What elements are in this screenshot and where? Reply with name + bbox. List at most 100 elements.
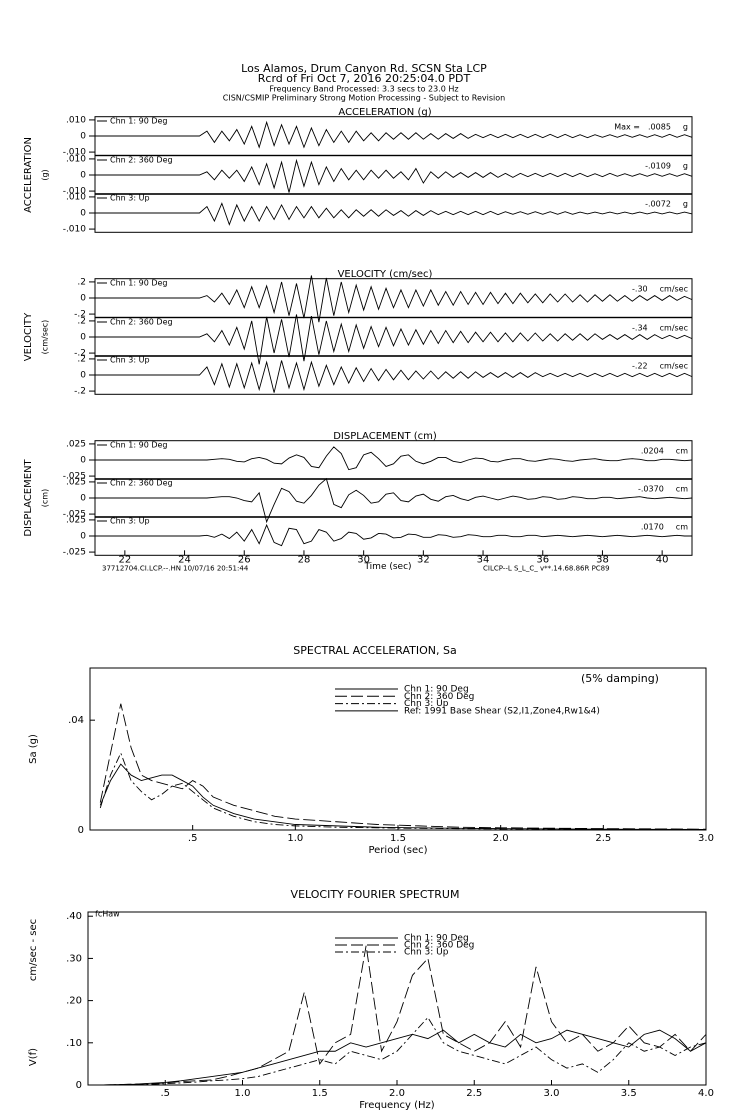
- y-axis-unit: (g): [41, 169, 50, 180]
- y-axis-unit: cm/sec - sec: [28, 919, 39, 981]
- y-tick-label: .2: [77, 316, 86, 326]
- y-tick-label: 0: [78, 825, 84, 836]
- x-tick-label: .5: [160, 1088, 170, 1099]
- y-tick-label: 0: [80, 171, 86, 181]
- y-tick-label: 0: [80, 132, 86, 142]
- trace: [95, 275, 693, 323]
- y-tick-label: .010: [66, 192, 86, 202]
- legend-label: Chn 3: Up: [404, 699, 449, 709]
- legend-label: Chn 2: 360 Deg: [404, 692, 474, 702]
- x-tick-label: 26: [238, 554, 251, 565]
- x-tick-label: .5: [188, 833, 198, 844]
- peak-unit: g: [683, 123, 688, 132]
- channel-name: Chn 3: Up: [110, 194, 150, 203]
- footer-right: CILCP--L S_L_C_ v**.14.68.86R PC89: [483, 564, 610, 572]
- trace: [95, 120, 693, 149]
- series-line: [103, 1016, 707, 1086]
- panel-title: ACCELERATION (g): [338, 107, 431, 118]
- y-tick-label: .04: [68, 715, 84, 726]
- series-line: [99, 763, 707, 830]
- peak-value: .0204: [641, 447, 664, 456]
- y-tick-label: 0: [76, 1080, 82, 1091]
- footer-left: 37712704.CI.LCP.--.HN 10/07/16 20:51:44: [102, 564, 249, 572]
- peak-value: .0085: [648, 123, 671, 132]
- trace: [95, 314, 693, 365]
- y-tick-label: .40: [66, 911, 82, 922]
- channel-name: Chn 2: 360 Deg: [110, 156, 173, 165]
- x-axis-label: Period (sec): [368, 845, 427, 856]
- x-tick-label: 36: [536, 554, 549, 565]
- y-tick-label: .010: [66, 115, 86, 125]
- series-line: [103, 945, 707, 1086]
- y-tick-label: -.010: [63, 187, 87, 197]
- channel-name: Chn 2: 360 Deg: [110, 318, 173, 327]
- trace: [95, 523, 692, 547]
- annotation: fcHaw: [95, 910, 120, 919]
- channel-name: Chn 3: Up: [110, 356, 150, 365]
- y-tick-label: .025: [66, 477, 86, 487]
- x-tick-label: 3.0: [698, 833, 714, 844]
- series-line: [103, 1029, 707, 1086]
- y-tick-label: .025: [66, 515, 86, 525]
- peak-value: -.22: [632, 362, 648, 371]
- y-tick-label: 0: [80, 209, 86, 219]
- peak-prefix: Max =: [614, 123, 640, 132]
- y-tick-label: -.2: [74, 310, 86, 320]
- peak-unit: cm/sec: [660, 324, 688, 333]
- y-tick-label: -.010: [63, 225, 87, 235]
- y-tick-label: .025: [66, 439, 86, 449]
- x-tick-label: 34: [477, 554, 490, 565]
- y-tick-label: 0: [80, 371, 86, 381]
- panel-title: VELOCITY (cm/sec): [338, 269, 433, 280]
- y-tick-label: 0: [80, 494, 86, 504]
- y-tick-label: 0: [80, 532, 86, 542]
- chart-title: SPECTRAL ACCELERATION, Sa: [293, 644, 456, 657]
- x-tick-label: 2.0: [493, 833, 509, 844]
- legend-label: Chn 2: 360 Deg: [404, 941, 474, 951]
- x-tick-label: 1.0: [235, 1088, 251, 1099]
- y-tick-label: -.025: [63, 548, 86, 558]
- x-tick-label: 22: [118, 554, 131, 565]
- x-tick-label: 38: [596, 554, 609, 565]
- legend-label: Chn 1: 90 Deg: [404, 934, 469, 944]
- x-tick-label: 3.0: [544, 1088, 560, 1099]
- x-axis-label: Time (sec): [363, 562, 411, 572]
- x-tick-label: 24: [178, 554, 191, 565]
- channel-name: Chn 1: 90 Deg: [110, 117, 167, 126]
- y-tick-label: -.010: [63, 148, 87, 158]
- y-tick-label: 0: [80, 456, 86, 466]
- y-axis-label: VELOCITY: [23, 312, 34, 361]
- y-tick-label: -.025: [63, 472, 86, 482]
- x-tick-label: 30: [357, 554, 370, 565]
- peak-value: -.30: [632, 285, 648, 294]
- peak-value: -.0109: [645, 162, 671, 171]
- series-line: [99, 751, 707, 830]
- y-tick-label: 0: [80, 294, 86, 304]
- x-tick-label: 3.5: [621, 1088, 637, 1099]
- peak-value: -.0370: [638, 485, 664, 494]
- header-line: Los Alamos, Drum Canyon Rd. SCSN Sta LCP: [241, 62, 487, 75]
- x-tick-label: 2.0: [389, 1088, 405, 1099]
- x-tick-label: 28: [298, 554, 311, 565]
- y-tick-label: .2: [77, 277, 86, 287]
- y-tick-label: .10: [66, 1038, 82, 1049]
- channel-name: Chn 2: 360 Deg: [110, 479, 173, 488]
- channel-name: Chn 1: 90 Deg: [110, 441, 167, 450]
- x-tick-label: 1.5: [312, 1088, 328, 1099]
- x-tick-label: 2.5: [466, 1088, 482, 1099]
- channel-name: Chn 3: Up: [110, 517, 150, 526]
- y-axis-label: V(f): [28, 1048, 39, 1066]
- legend-label: Ref: 1991 Base Shear (S2,I1,Zone4,Rw1&4): [404, 706, 600, 716]
- trace: [95, 477, 693, 524]
- x-tick-label: 32: [417, 554, 430, 565]
- chart-title: VELOCITY FOURIER SPECTRUM: [291, 888, 460, 901]
- peak-unit: cm: [676, 523, 688, 532]
- peak-unit: cm/sec: [660, 285, 688, 294]
- peak-value: .0170: [641, 523, 664, 532]
- trace: [95, 202, 693, 226]
- y-axis-label: ACCELERATION: [23, 137, 34, 213]
- y-axis-label: DISPLACEMENT: [23, 458, 34, 536]
